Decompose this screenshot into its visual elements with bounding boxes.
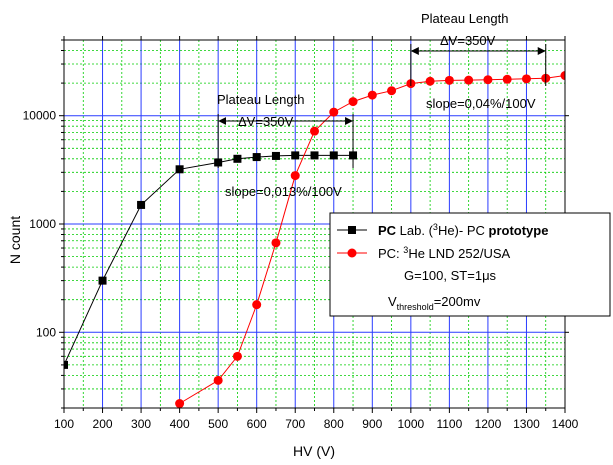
data-point-square xyxy=(291,151,300,160)
y-axis-title: N count xyxy=(7,216,23,264)
data-point-square xyxy=(64,360,68,369)
legend-gain-shaping: G=100, ST=1μs xyxy=(404,268,497,283)
annotations: Plateau LengthΔV=350Vslope=0,013%/100VPl… xyxy=(217,11,547,199)
data-point-circle xyxy=(444,75,454,85)
y-tick-label: 10000 xyxy=(23,109,57,123)
x-tick-label: 1400 xyxy=(552,417,579,431)
data-point-circle xyxy=(175,399,185,408)
axes: 100 200 300 400 500 600 700 800 900 1000 1100 1200 1… xyxy=(23,36,579,431)
data-point-circle xyxy=(213,375,223,385)
x-tick-label: 1000 xyxy=(397,417,424,431)
plateau-annotation-1: Plateau Length ΔV=350V slope=0,013%/100V xyxy=(217,92,354,199)
plateau-delta: ΔV=350V xyxy=(238,114,294,129)
x-axis-title: HV (V) xyxy=(293,443,335,459)
data-point-circle xyxy=(232,351,242,361)
series-2 xyxy=(175,71,565,408)
data-point-square xyxy=(329,151,338,160)
data-point-circle xyxy=(348,97,358,107)
data-point-circle xyxy=(521,74,531,84)
data-point-circle xyxy=(483,75,493,85)
x-tick-label: 500 xyxy=(208,417,228,431)
data-point-circle xyxy=(560,71,565,81)
plateau-annotation-2: Plateau Length ΔV=350V slope=0,04%/100V xyxy=(410,11,547,111)
plateau-title: Plateau Length xyxy=(217,92,304,107)
x-tick-label: 700 xyxy=(285,417,305,431)
x-tick-label: 100 xyxy=(54,417,74,431)
x-tick-label: 1100 xyxy=(436,417,462,431)
x-tick-label: 800 xyxy=(324,417,344,431)
data-point-square xyxy=(252,153,261,162)
x-tick-label: 1300 xyxy=(513,417,540,431)
x-tick-label: 200 xyxy=(93,417,113,431)
legend-label-2: PC: 3He LND 252/USA xyxy=(378,245,511,261)
y-tick-label: 100 xyxy=(36,325,56,339)
legend-swatch-marker-1 xyxy=(348,226,356,234)
legend-threshold: Vthreshold=200mv xyxy=(388,294,481,312)
plateau-delta: ΔV=350V xyxy=(440,33,496,48)
x-tick-label: 600 xyxy=(247,417,267,431)
legend-swatch-marker-2 xyxy=(347,248,357,258)
data-point-circle xyxy=(425,76,435,86)
data-point-circle xyxy=(367,90,377,100)
data-point-square xyxy=(233,154,242,163)
data-point-square xyxy=(98,276,107,285)
y-tick-label: 1000 xyxy=(29,217,56,231)
data-point-circle xyxy=(252,300,262,310)
data-point-circle xyxy=(290,171,300,181)
legend-label-1: PC Lab. (3He)- PC prototype xyxy=(378,222,548,238)
x-tick-label: 900 xyxy=(362,417,382,431)
x-tick-label: 1200 xyxy=(475,417,502,431)
data-point-circle xyxy=(310,126,319,136)
x-tick-label: 300 xyxy=(131,417,151,431)
data-point-square xyxy=(137,200,146,209)
legend: PC Lab. (3He)- PC prototype PC: 3He LND 2… xyxy=(329,212,611,317)
plateau-slope: slope=0,04%/100V xyxy=(426,96,536,111)
data-point-circle xyxy=(502,74,512,84)
data-point-circle xyxy=(329,107,339,117)
data-point-square xyxy=(271,151,280,160)
legend-box xyxy=(329,212,611,317)
data-point-circle xyxy=(271,238,281,248)
data-point-circle xyxy=(387,86,397,96)
data-point-circle xyxy=(464,75,474,85)
data-point-square xyxy=(175,165,184,174)
x-tick-label: 400 xyxy=(170,417,190,431)
data-point-square xyxy=(310,151,319,160)
plateau-slope: slope=0,013%/100V xyxy=(225,184,342,199)
plateau-title: Plateau Length xyxy=(421,11,508,26)
